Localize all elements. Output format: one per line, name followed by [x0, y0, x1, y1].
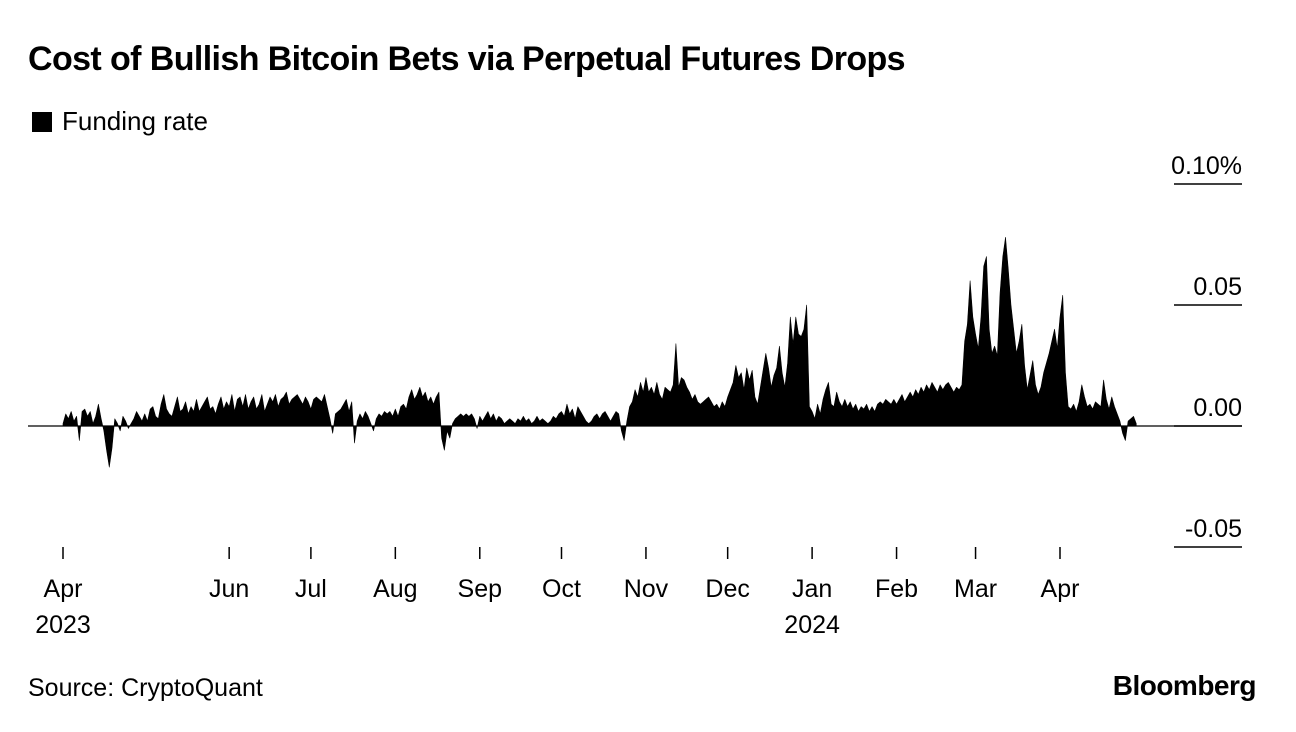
- x-tick-label: Apr: [44, 575, 83, 603]
- y-tick-label: 0.05: [1193, 273, 1242, 301]
- x-tick-label: Jan: [792, 575, 832, 603]
- y-tick-label: 0.10%: [1171, 152, 1242, 180]
- bloomberg-logo: Bloomberg: [1112, 670, 1257, 701]
- x-axis: Apr 2023 Jun Jul Aug Sep Oct Nov Dec Jan 2024 Feb Ma…: [35, 547, 1079, 639]
- y-tick-label: -0.05: [1185, 515, 1242, 543]
- x-tick-year-label: 2023: [35, 611, 91, 639]
- x-tick-label: Sep: [458, 575, 502, 603]
- plot-area: [62, 236, 1137, 468]
- y-tick-label: 0.00: [1193, 394, 1242, 422]
- x-tick-label: Jun: [209, 575, 249, 603]
- chart-title: Cost of Bullish Bitcoin Bets via Perpetu…: [28, 40, 906, 78]
- legend: Funding rate: [32, 106, 208, 137]
- legend-label: Funding rate: [62, 106, 208, 136]
- series-area-0: [62, 236, 1137, 468]
- x-tick-label: Mar: [954, 575, 997, 603]
- x-tick-label: Feb: [875, 575, 918, 603]
- x-tick-label: Dec: [705, 575, 749, 603]
- x-tick-year-label: 2024: [784, 611, 840, 639]
- x-tick-label: Apr: [1041, 575, 1080, 603]
- legend-swatch: [32, 111, 52, 132]
- source-note: Source: CryptoQuant: [28, 674, 263, 702]
- x-tick-label: Nov: [624, 575, 669, 603]
- x-tick-label: Aug: [373, 575, 417, 603]
- x-tick-label: Oct: [542, 575, 581, 603]
- x-tick-label: Jul: [295, 575, 327, 603]
